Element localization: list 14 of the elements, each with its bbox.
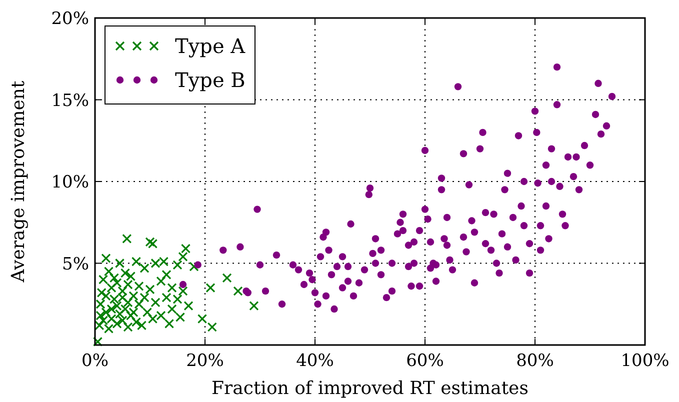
x-tick-label: 40% (296, 351, 334, 371)
x-tick-label: 60% (406, 351, 444, 371)
x-tick-label: 0% (82, 351, 108, 371)
legend-label: Type B (175, 68, 246, 92)
legend-label: Type A (175, 34, 246, 58)
y-tick-label: 10% (51, 172, 89, 192)
x-tick-label: 100% (620, 351, 670, 371)
y-tick-label: 5% (62, 254, 89, 274)
y-tick-label: 15% (51, 90, 89, 111)
y-axis-title: Average improvement (8, 80, 29, 284)
x-tick-label: 20% (186, 351, 224, 371)
y-tick-label: 20% (51, 9, 89, 29)
x-axis-title: Fraction of improved RT estimates (212, 378, 528, 399)
x-tick-label: 80% (516, 351, 554, 371)
